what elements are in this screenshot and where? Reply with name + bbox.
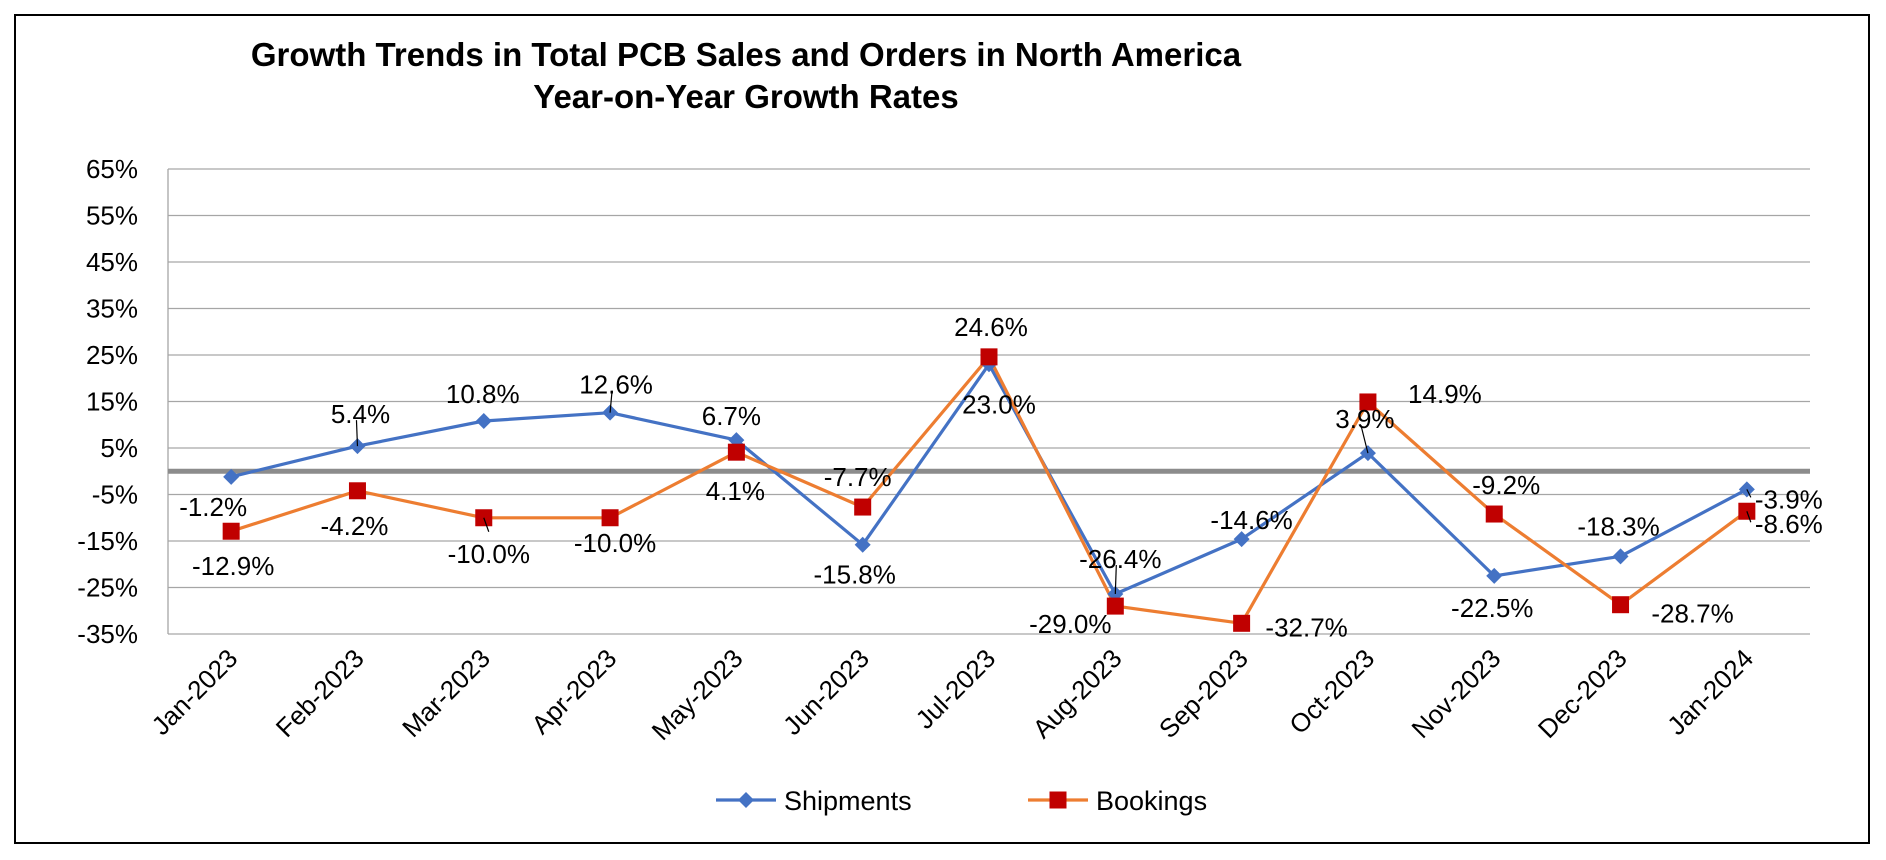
x-tick-label: Jan-2023	[146, 643, 244, 741]
bookings-data-label: 14.9%	[1408, 379, 1482, 409]
x-tick-label: Nov-2023	[1406, 643, 1507, 744]
x-tick-label: May-2023	[646, 643, 749, 746]
x-tick-label: Apr-2023	[525, 643, 622, 740]
legend-label: Shipments	[784, 786, 912, 816]
legend-diamond-marker	[738, 792, 754, 808]
y-tick-label: 55%	[86, 201, 138, 231]
bookings-point	[1233, 614, 1251, 632]
y-tick-label: 15%	[86, 387, 138, 417]
leader-line	[355, 420, 359, 447]
y-tick-label: -25%	[77, 573, 138, 603]
y-tick-label: -35%	[77, 619, 138, 649]
x-tick-label: Jan-2024	[1661, 643, 1759, 741]
bookings-point	[980, 348, 998, 366]
bookings-point	[727, 443, 745, 461]
bookings-data-label: -8.6%	[1755, 509, 1823, 539]
y-tick-label: 65%	[86, 154, 138, 184]
bookings-point	[1485, 505, 1503, 523]
shipments-data-label: 12.6%	[579, 370, 653, 400]
shipments-data-label: 6.7%	[702, 401, 761, 431]
bookings-point	[1359, 393, 1377, 411]
data-labels: -1.2% 5.4% 10.8% 12.6% 6.7% -15.8% 23.0% -26.4%…	[179, 312, 1823, 642]
bookings-data-label: -29.0%	[1029, 609, 1111, 639]
shipments-point	[1486, 567, 1503, 584]
y-tick-label: -5%	[92, 480, 138, 510]
y-tick-label: 45%	[86, 247, 138, 277]
leader-line	[1114, 564, 1117, 595]
bookings-point	[222, 522, 240, 540]
y-tick-label: 25%	[86, 340, 138, 370]
legend-label: Bookings	[1096, 786, 1207, 816]
leader-line	[1746, 489, 1752, 498]
x-tick-label: Mar-2023	[396, 643, 496, 743]
leader-line	[1746, 511, 1752, 523]
x-tick-label: Dec-2023	[1532, 643, 1633, 744]
bookings-data-label: -28.7%	[1651, 599, 1733, 629]
x-tick-label: Jul-2023	[910, 643, 1002, 735]
bookings-point	[601, 509, 619, 527]
x-tick-label: Oct-2023	[1283, 643, 1380, 740]
shipments-data-label: -1.2%	[179, 492, 247, 522]
bookings-data-label: -9.2%	[1472, 470, 1540, 500]
series-markers	[222, 348, 1756, 632]
shipments-data-label: 23.0%	[962, 389, 1036, 419]
bookings-data-label: -32.7%	[1265, 612, 1347, 642]
x-tick-label: Aug-2023	[1027, 643, 1128, 744]
chart-title: Growth Trends in Total PCB Sales and Ord…	[251, 36, 1242, 73]
bookings-data-label: -10.0%	[574, 528, 656, 558]
chart-subtitle: Year-on-Year Growth Rates	[533, 78, 958, 115]
y-tick-label: -15%	[77, 526, 138, 556]
legend-square-marker	[1049, 791, 1067, 809]
shipments-data-label: -22.5%	[1451, 593, 1533, 623]
x-tick-label: Feb-2023	[270, 643, 370, 743]
leader-line	[1360, 424, 1369, 454]
shipments-data-label: -18.3%	[1577, 511, 1659, 541]
shipments-data-label: 10.8%	[446, 379, 520, 409]
bookings-data-label: 4.1%	[706, 476, 765, 506]
shipments-point	[1233, 531, 1250, 548]
shipments-point	[1612, 548, 1629, 565]
shipments-data-label: -26.4%	[1079, 544, 1161, 574]
bookings-data-label: -7.7%	[824, 462, 892, 492]
shipments-data-label: -3.9%	[1755, 484, 1823, 514]
x-tick-label: Jun-2023	[777, 643, 875, 741]
bookings-data-label: -10.0%	[448, 539, 530, 569]
bookings-point	[348, 482, 366, 500]
shipments-point	[223, 468, 240, 485]
shipments-point	[854, 536, 871, 553]
bookings-data-label: -12.9%	[192, 551, 274, 581]
y-tick-label: 5%	[100, 433, 138, 463]
leader-line	[483, 517, 490, 532]
shipments-data-label: 3.9%	[1335, 404, 1394, 434]
shipments-data-label: -15.8%	[813, 560, 895, 590]
leader-line	[609, 390, 613, 413]
bookings-data-label: -4.2%	[321, 511, 389, 541]
bookings-point	[1612, 596, 1630, 614]
leader-lines	[355, 390, 1752, 595]
chart-frame: Growth Trends in Total PCB Sales and Ord…	[14, 14, 1870, 844]
bookings-data-label: 24.6%	[954, 312, 1028, 342]
x-tick-label: Sep-2023	[1153, 643, 1254, 744]
bookings-point	[854, 498, 872, 516]
bookings-point	[1106, 597, 1124, 615]
y-tick-label: 35%	[86, 294, 138, 324]
shipments-point	[475, 413, 492, 430]
shipments-data-label: 5.4%	[331, 399, 390, 429]
shipments-data-label: -14.6%	[1210, 505, 1292, 535]
legend: Shipments Bookings	[716, 786, 1207, 816]
line-chart: Growth Trends in Total PCB Sales and Ord…	[77, 36, 1823, 816]
